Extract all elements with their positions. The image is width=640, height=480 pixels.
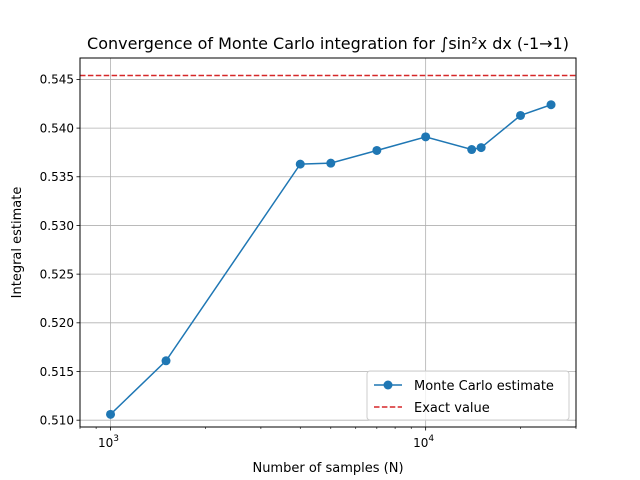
monte-carlo-point — [295, 159, 305, 169]
y-axis-ticks: 0.510 0.515 0.520 0.525 0.530 0.535 0.540 0.545 — [40, 73, 80, 427]
legend-label-monte-carlo: Monte Carlo estimate — [414, 379, 554, 394]
legend-entry-monte-carlo: Monte Carlo estimate — [374, 379, 554, 394]
monte-carlo-point — [372, 145, 382, 155]
monte-carlo-point — [467, 145, 477, 155]
x-axis-ticks: 103 104 — [98, 427, 434, 450]
y-tick-label: 0.515 — [40, 365, 74, 379]
y-tick-label: 0.520 — [40, 316, 74, 330]
legend: Monte Carlo estimate Exact value — [366, 370, 570, 421]
grid-lines — [80, 58, 576, 427]
plot-area: 103 104 0.5100.5150.5200.5250.5300.5350.5… — [40, 57, 577, 450]
y-tick-label: 0.540 — [40, 121, 74, 135]
x-tick-label: 104 — [413, 434, 434, 450]
x-axis-label: Number of samples (N) — [252, 461, 403, 476]
monte-carlo-line — [110, 104, 552, 415]
x-tick-label: 103 — [98, 434, 119, 450]
monte-carlo-point — [421, 132, 431, 142]
chart-title: Convergence of Monte Carlo integration f… — [87, 34, 569, 53]
monte-carlo-point — [161, 356, 171, 366]
y-tick-label: 0.535 — [40, 170, 74, 184]
monte-carlo-point — [546, 100, 556, 110]
monte-carlo-point — [516, 110, 526, 120]
monte-carlo-point — [476, 143, 486, 153]
monte-carlo-point — [326, 158, 336, 168]
monte-carlo-point — [106, 409, 116, 419]
plot-frame — [79, 57, 577, 428]
y-axis-label: Integral estimate — [10, 187, 25, 299]
y-tick-label: 0.510 — [40, 413, 74, 427]
series-layer — [80, 74, 576, 419]
legend-box — [366, 370, 570, 421]
legend-entry-exact-value: Exact value — [374, 401, 490, 416]
y-tick-label: 0.525 — [40, 267, 74, 281]
legend-label-exact-value: Exact value — [414, 401, 490, 416]
legend-marker-monte-carlo — [383, 380, 393, 390]
y-tick-label: 0.545 — [40, 73, 74, 87]
y-tick-label: 0.530 — [40, 219, 74, 233]
